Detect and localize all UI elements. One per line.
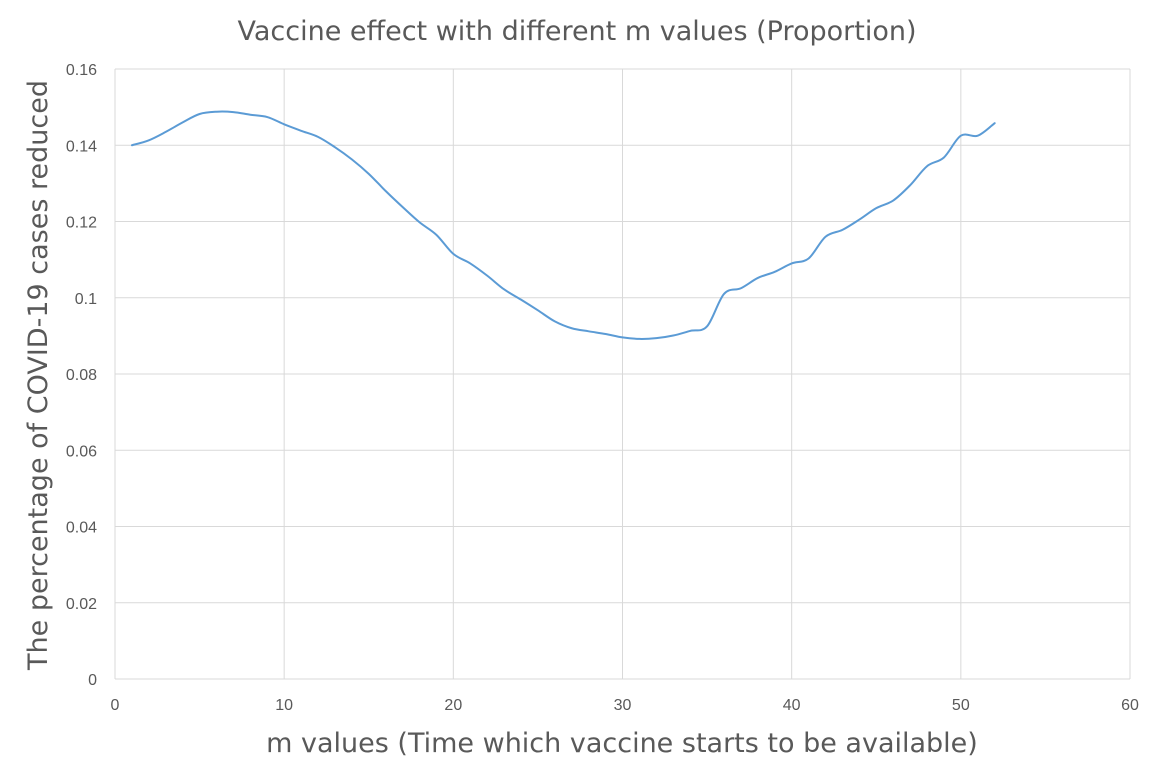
x-tick-label: 10 [275, 697, 293, 714]
x-tick-label: 0 [111, 697, 120, 714]
x-tick-label: 20 [444, 697, 462, 714]
y-tick-label: 0.08 [66, 367, 97, 384]
x-tick-label: 30 [614, 697, 632, 714]
gridlines [114, 68, 1131, 680]
y-tick-label: 0.04 [66, 520, 97, 537]
chart-title: Vaccine effect with different m values (… [237, 16, 916, 47]
y-axis-title: The percentage of COVID-19 cases reduced [23, 80, 54, 671]
y-tick-label: 0 [88, 672, 97, 689]
tick-labels: 0 0.02 0.04 0.06 0.08 0.1 0.12 0.14 0.16 0 10 20 30 4… [66, 62, 1139, 714]
y-tick-label: 0.1 [75, 291, 97, 308]
y-tick-label: 0.14 [66, 138, 97, 155]
x-axis-title: m values (Time which vaccine starts to b… [266, 728, 978, 759]
x-tick-label: 60 [1121, 697, 1139, 714]
y-tick-label: 0.02 [66, 596, 97, 613]
y-tick-label: 0.16 [66, 62, 97, 79]
y-tick-label: 0.12 [66, 215, 97, 232]
series-layer [130, 110, 996, 340]
series-line [130, 110, 996, 340]
x-tick-label: 40 [783, 697, 801, 714]
x-tick-label: 50 [952, 697, 970, 714]
y-tick-label: 0.06 [66, 443, 97, 460]
